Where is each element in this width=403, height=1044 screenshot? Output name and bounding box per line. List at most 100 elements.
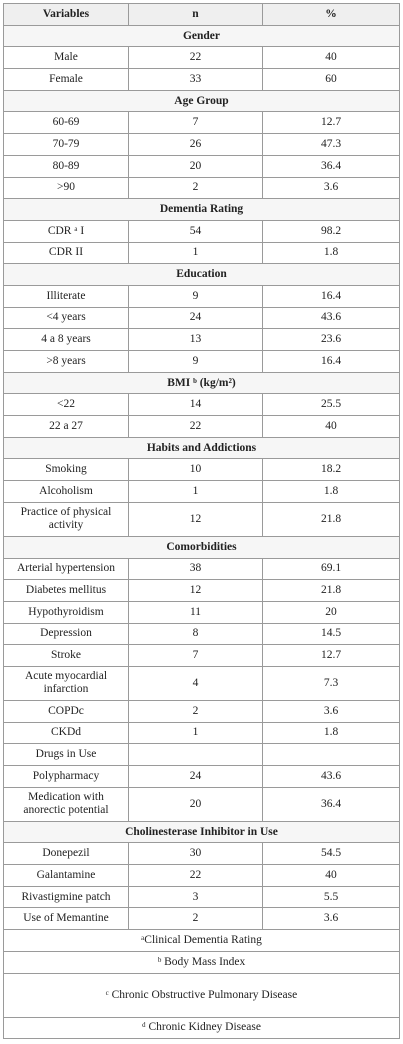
row-value: 9 [128, 284, 263, 308]
row-label: >90 [3, 176, 129, 200]
footnote-row: ᵃClinical Dementia Rating [3, 929, 400, 952]
footnote: ᵇ Body Mass Index [3, 950, 400, 974]
row-value: 43.6 [262, 765, 400, 788]
row-label: Alcoholism [3, 480, 129, 503]
row-value: 24 [128, 765, 263, 788]
row-value: 22 [128, 864, 263, 887]
row-value: 1 [128, 241, 263, 265]
row-value: 7.3 [262, 665, 400, 701]
footnote: ᵈ Chronic Kidney Disease [3, 1016, 400, 1040]
data-row: Male 22 40 [3, 46, 400, 70]
row-value: 12.7 [262, 644, 400, 667]
data-row: CDR II 1 1.8 [3, 241, 400, 265]
row-value: 21.8 [262, 501, 400, 537]
row-label: 70-79 [3, 133, 129, 156]
row-label: Smoking [3, 458, 129, 482]
row-value: 18.2 [262, 458, 400, 482]
row-value: 60 [262, 68, 400, 91]
footnote: ᶜ Chronic Obstructive Pulmonary Disease [3, 972, 400, 1018]
header-row: Variables n% [3, 3, 400, 26]
row-value: 9 [128, 350, 263, 373]
row-value: 54.5 [262, 842, 400, 866]
row-label: 60-69 [3, 111, 129, 135]
row-label: Medication with anorectic potential [3, 786, 129, 822]
row-value: 2 [128, 176, 263, 200]
data-row: Diabetes mellitus 12 21.8 [3, 579, 400, 602]
row-value: 36.4 [262, 786, 400, 822]
row-value: 40 [262, 864, 400, 887]
row-label: Use of Memantine [3, 907, 129, 931]
row-value: 12 [128, 501, 263, 537]
row-label: Acute myocardial infarction [3, 665, 129, 701]
row-value: 40 [262, 415, 400, 438]
row-label: Male [3, 46, 129, 70]
data-row: Practice of physical activity 12 21.8 [3, 501, 400, 537]
empty-cell [128, 743, 263, 766]
row-label: 4 a 8 years [3, 328, 129, 351]
row-value: 25.5 [262, 393, 400, 417]
section-title: Education [3, 263, 400, 286]
data-row: Hypothyroidism 11 20 [3, 600, 400, 624]
section-title: Cholinesterase Inhibitor in Use [3, 820, 400, 844]
row-value: 40 [262, 46, 400, 70]
section-row: Dementia Rating [3, 198, 400, 221]
row-label: Stroke [3, 644, 129, 667]
data-row: Use of Memantine 2 3.6 [3, 907, 400, 931]
data-row: 60-69 7 12.7 [3, 111, 400, 135]
row-value: 22 [128, 415, 263, 438]
data-row: Donepezil 30 54.5 [3, 842, 400, 866]
row-value: 23.6 [262, 328, 400, 351]
row-value: 36.4 [262, 154, 400, 178]
row-value: 3.6 [262, 176, 400, 200]
data-row: <4 years 24 43.6 [3, 306, 400, 330]
row-value: 3.6 [262, 907, 400, 931]
row-value: 13 [128, 328, 263, 351]
section-title: Age Group [3, 89, 400, 113]
row-label: 22 a 27 [3, 415, 129, 438]
data-row: Alcoholism 1 1.8 [3, 480, 400, 503]
data-row: Rivastigmine patch 3 5.5 [3, 885, 400, 909]
row-value: 14 [128, 393, 263, 417]
section-row: Cholinesterase Inhibitor in Use [3, 820, 400, 844]
row-value: 12.7 [262, 111, 400, 135]
row-label: Illiterate [3, 284, 129, 308]
row-value: 69.1 [262, 557, 400, 581]
row-value: 10 [128, 458, 263, 482]
row-value: 21.8 [262, 579, 400, 602]
row-value: 3 [128, 885, 263, 909]
table-body: Variables n% Gender Male 22 40 Female 33 60 Age G… [3, 3, 400, 1040]
section-title: Gender [3, 24, 400, 48]
section-row: Comorbidities [3, 535, 400, 559]
row-label: <4 years [3, 306, 129, 330]
header-cell: Variables [3, 3, 129, 26]
data-row: Polypharmacy 24 43.6 [3, 765, 400, 788]
data-row: 80-89 20 36.4 [3, 154, 400, 178]
row-value: 1 [128, 721, 263, 745]
section-title: Dementia Rating [3, 198, 400, 221]
footnote-row: ᵈ Chronic Kidney Disease [3, 1016, 400, 1040]
row-label: Diabetes mellitus [3, 579, 129, 602]
row-value: 38 [128, 557, 263, 581]
data-row: 22 a 27 22 40 [3, 415, 400, 438]
row-value: 24 [128, 306, 263, 330]
header-cell: n [128, 3, 263, 26]
data-row: >90 2 3.6 [3, 176, 400, 200]
row-value: 22 [128, 46, 263, 70]
row-value: 14.5 [262, 622, 400, 646]
row-value: 20 [128, 154, 263, 178]
row-value: 12 [128, 579, 263, 602]
row-value: 1.8 [262, 241, 400, 265]
data-row: Medication with anorectic potential 20 36.… [3, 786, 400, 822]
row-value: 1 [128, 480, 263, 503]
row-value: 11 [128, 600, 263, 624]
row-value: 7 [128, 111, 263, 135]
row-value: 16.4 [262, 350, 400, 373]
data-row: <22 14 25.5 [3, 393, 400, 417]
footnote-row: ᵇ Body Mass Index [3, 950, 400, 974]
data-row: Drugs in Use [3, 743, 400, 766]
data-row: Female 33 60 [3, 68, 400, 91]
data-row: 70-79 26 47.3 [3, 133, 400, 156]
row-label: Rivastigmine patch [3, 885, 129, 909]
row-label: CDR ᵃ I [3, 219, 129, 243]
section-row: Habits and Addictions [3, 436, 400, 460]
